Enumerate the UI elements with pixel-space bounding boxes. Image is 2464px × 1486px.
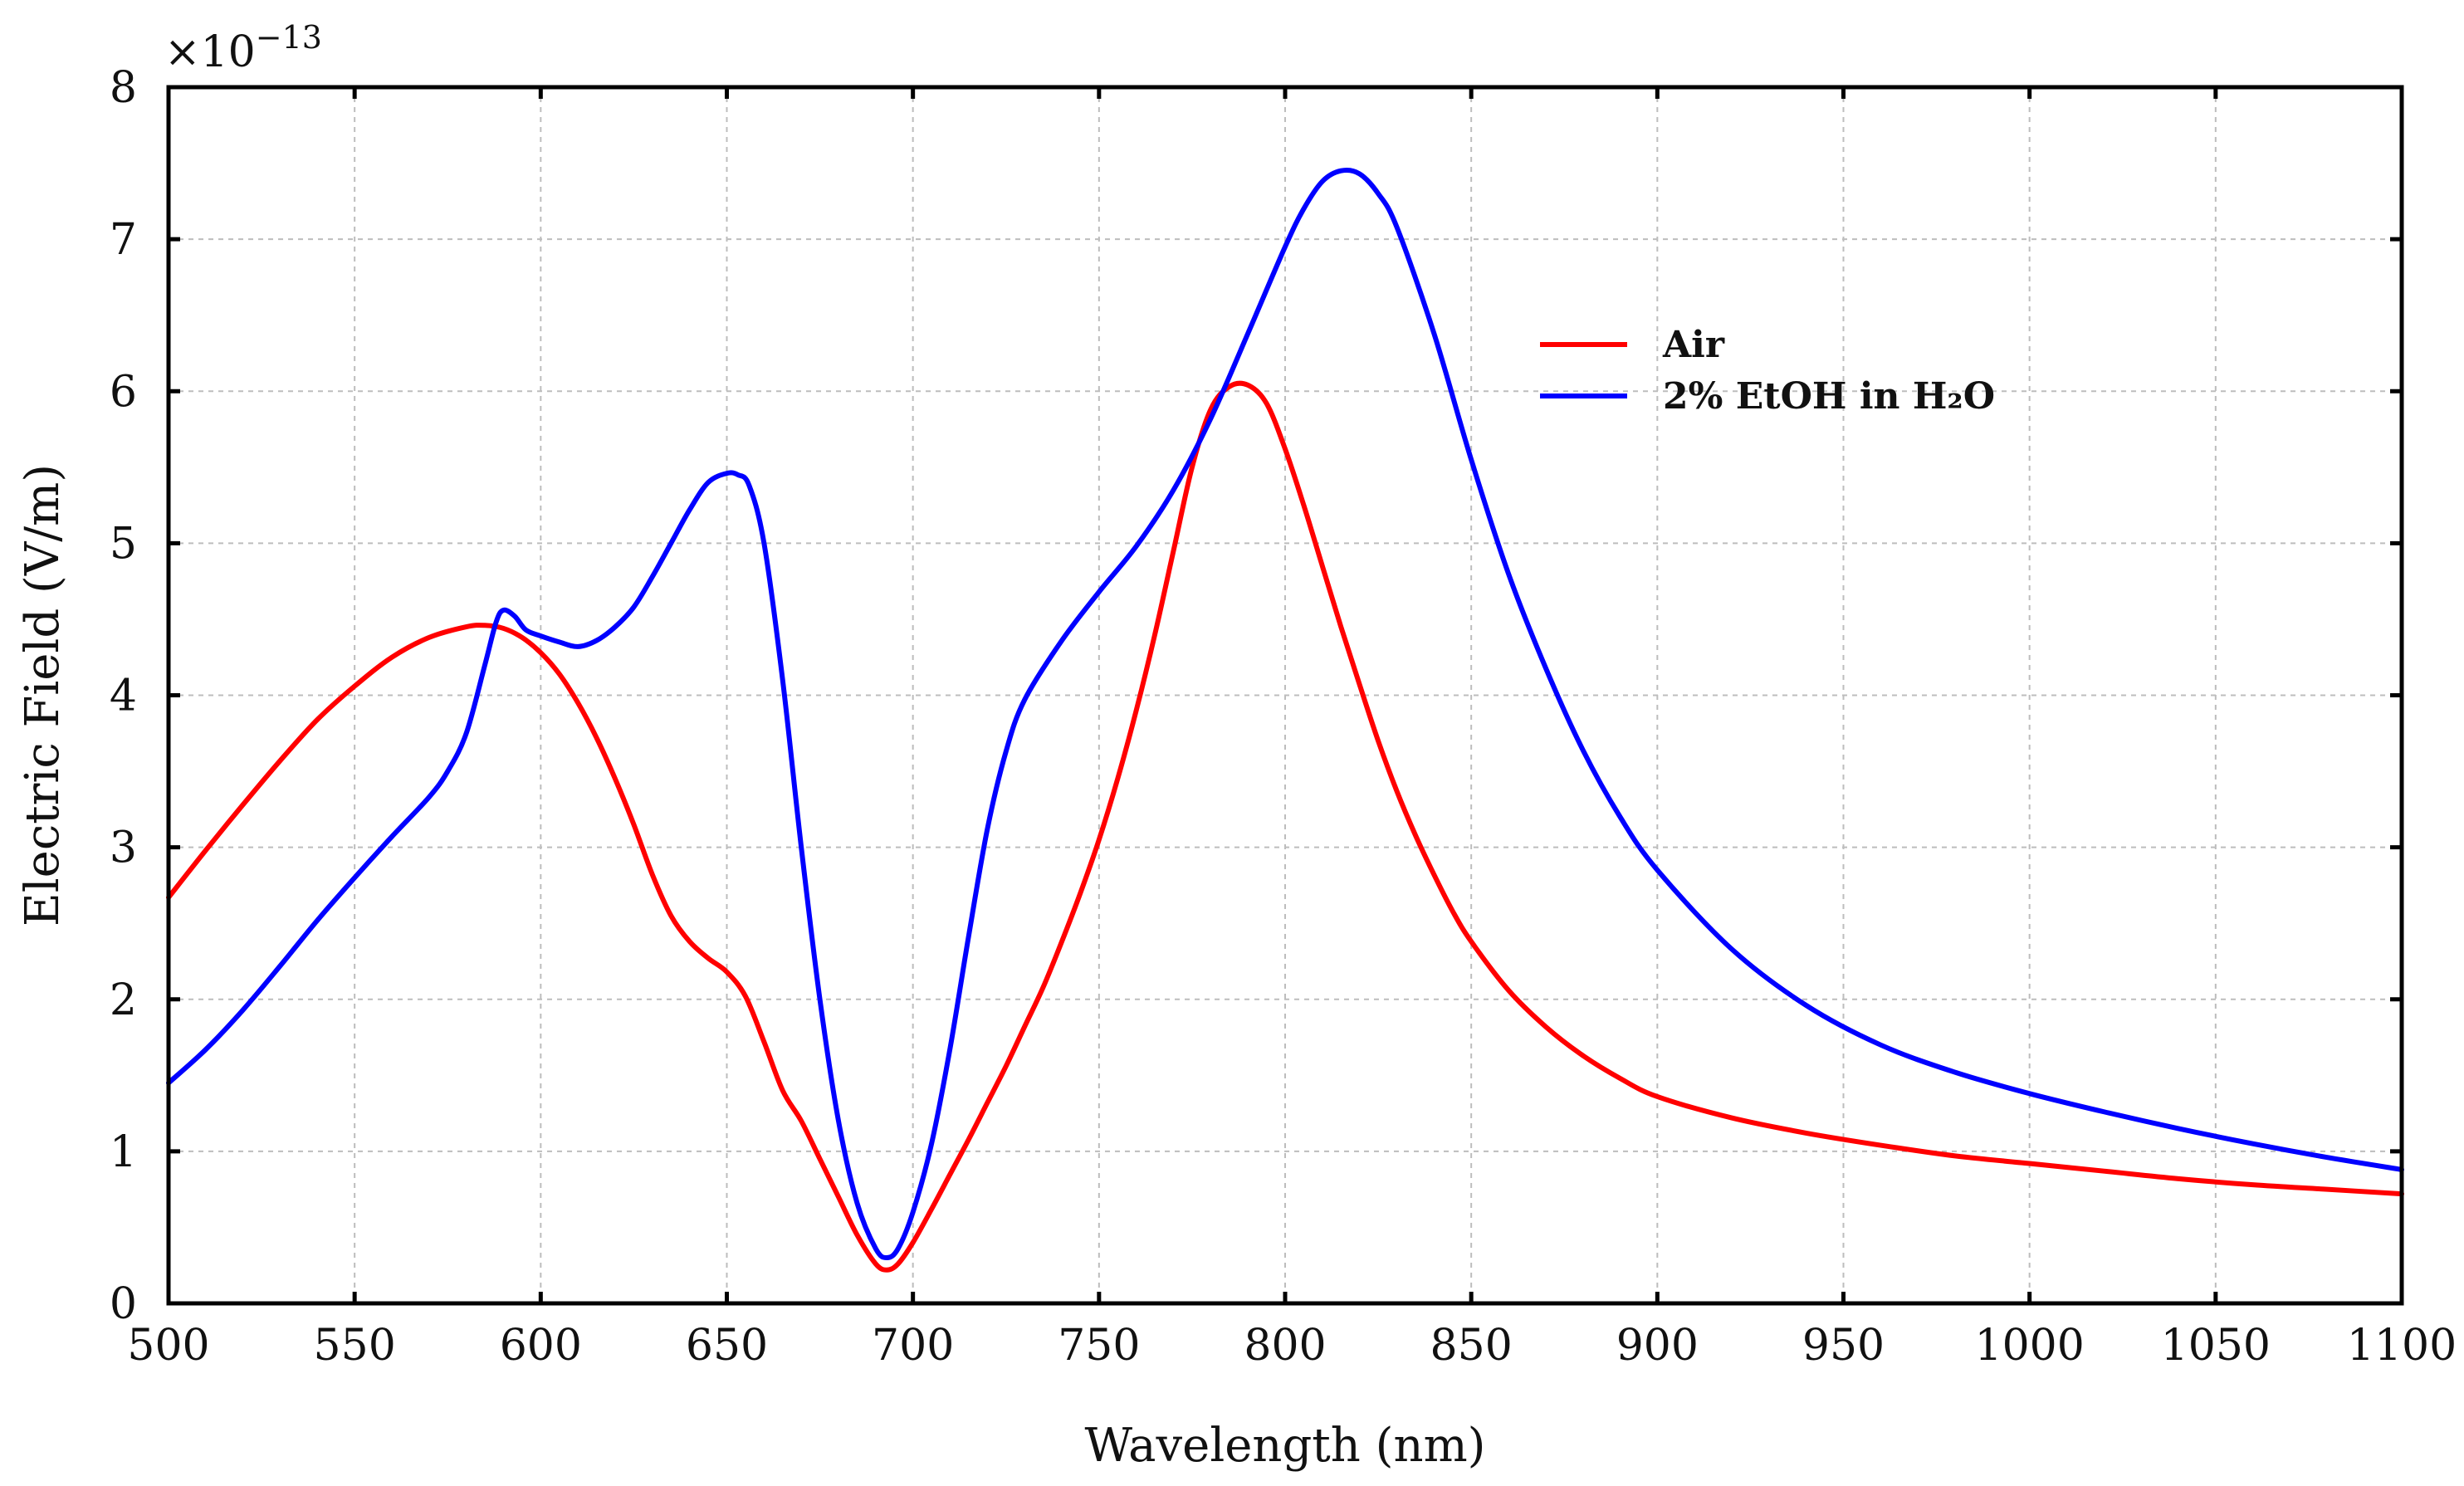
x-tick-label: 750: [1058, 1321, 1140, 1371]
legend-label: Air: [1662, 324, 1725, 366]
y-tick-label: 2: [110, 975, 137, 1025]
x-tick-label: 550: [314, 1321, 396, 1371]
y-tick-label: 8: [110, 63, 137, 113]
x-tick-label: 1050: [2161, 1321, 2271, 1371]
x-tick-label: 1000: [1974, 1321, 2084, 1371]
tick-marks: [166, 85, 2404, 1306]
grid-lines: [169, 87, 2402, 1303]
y-tick-label: 0: [110, 1279, 137, 1329]
series-group: [166, 167, 2404, 1273]
x-tick-label: 850: [1430, 1321, 1513, 1371]
y-axis-multiplier: ×10−13: [164, 19, 322, 77]
x-tick-label: 900: [1616, 1321, 1699, 1371]
legend-label: 2% EtOH in H₂O: [1663, 375, 1995, 418]
y-tick-label: 5: [110, 519, 137, 569]
x-tick-label: 600: [500, 1321, 582, 1371]
x-tick-label: 1100: [2347, 1321, 2457, 1371]
y-tick-label: 3: [110, 824, 137, 873]
x-tick-label: 650: [686, 1321, 768, 1371]
multiplier-exponent: −13: [256, 19, 322, 56]
y-axis-label: Electric Field (V/m): [16, 464, 70, 926]
multiplier-base: ×10: [164, 27, 256, 77]
y-tick-label: 4: [110, 672, 137, 721]
series-line-etoh-in-h2o: [166, 167, 2404, 1261]
y-tick-label: 6: [110, 367, 137, 417]
y-tick-label: 1: [110, 1127, 137, 1177]
x-tick-label: 500: [127, 1321, 209, 1371]
x-tick-label: 950: [1802, 1321, 1885, 1371]
x-axis-label: Wavelength (nm): [1084, 1419, 1485, 1473]
y-tick-label: 7: [110, 215, 137, 265]
y-tick-labels: 0 1 2 3 4 5 6 7 8: [110, 63, 137, 1329]
series-line-air: [166, 380, 2404, 1273]
x-tick-labels: 500 550 600 650 700 750 800 850 900 950 1000 1050 11…: [127, 1321, 2457, 1371]
x-tick-label: 700: [872, 1321, 954, 1371]
legend: Air 2% EtOH in H₂O: [1540, 324, 1995, 418]
x-tick-label: 800: [1244, 1321, 1326, 1371]
